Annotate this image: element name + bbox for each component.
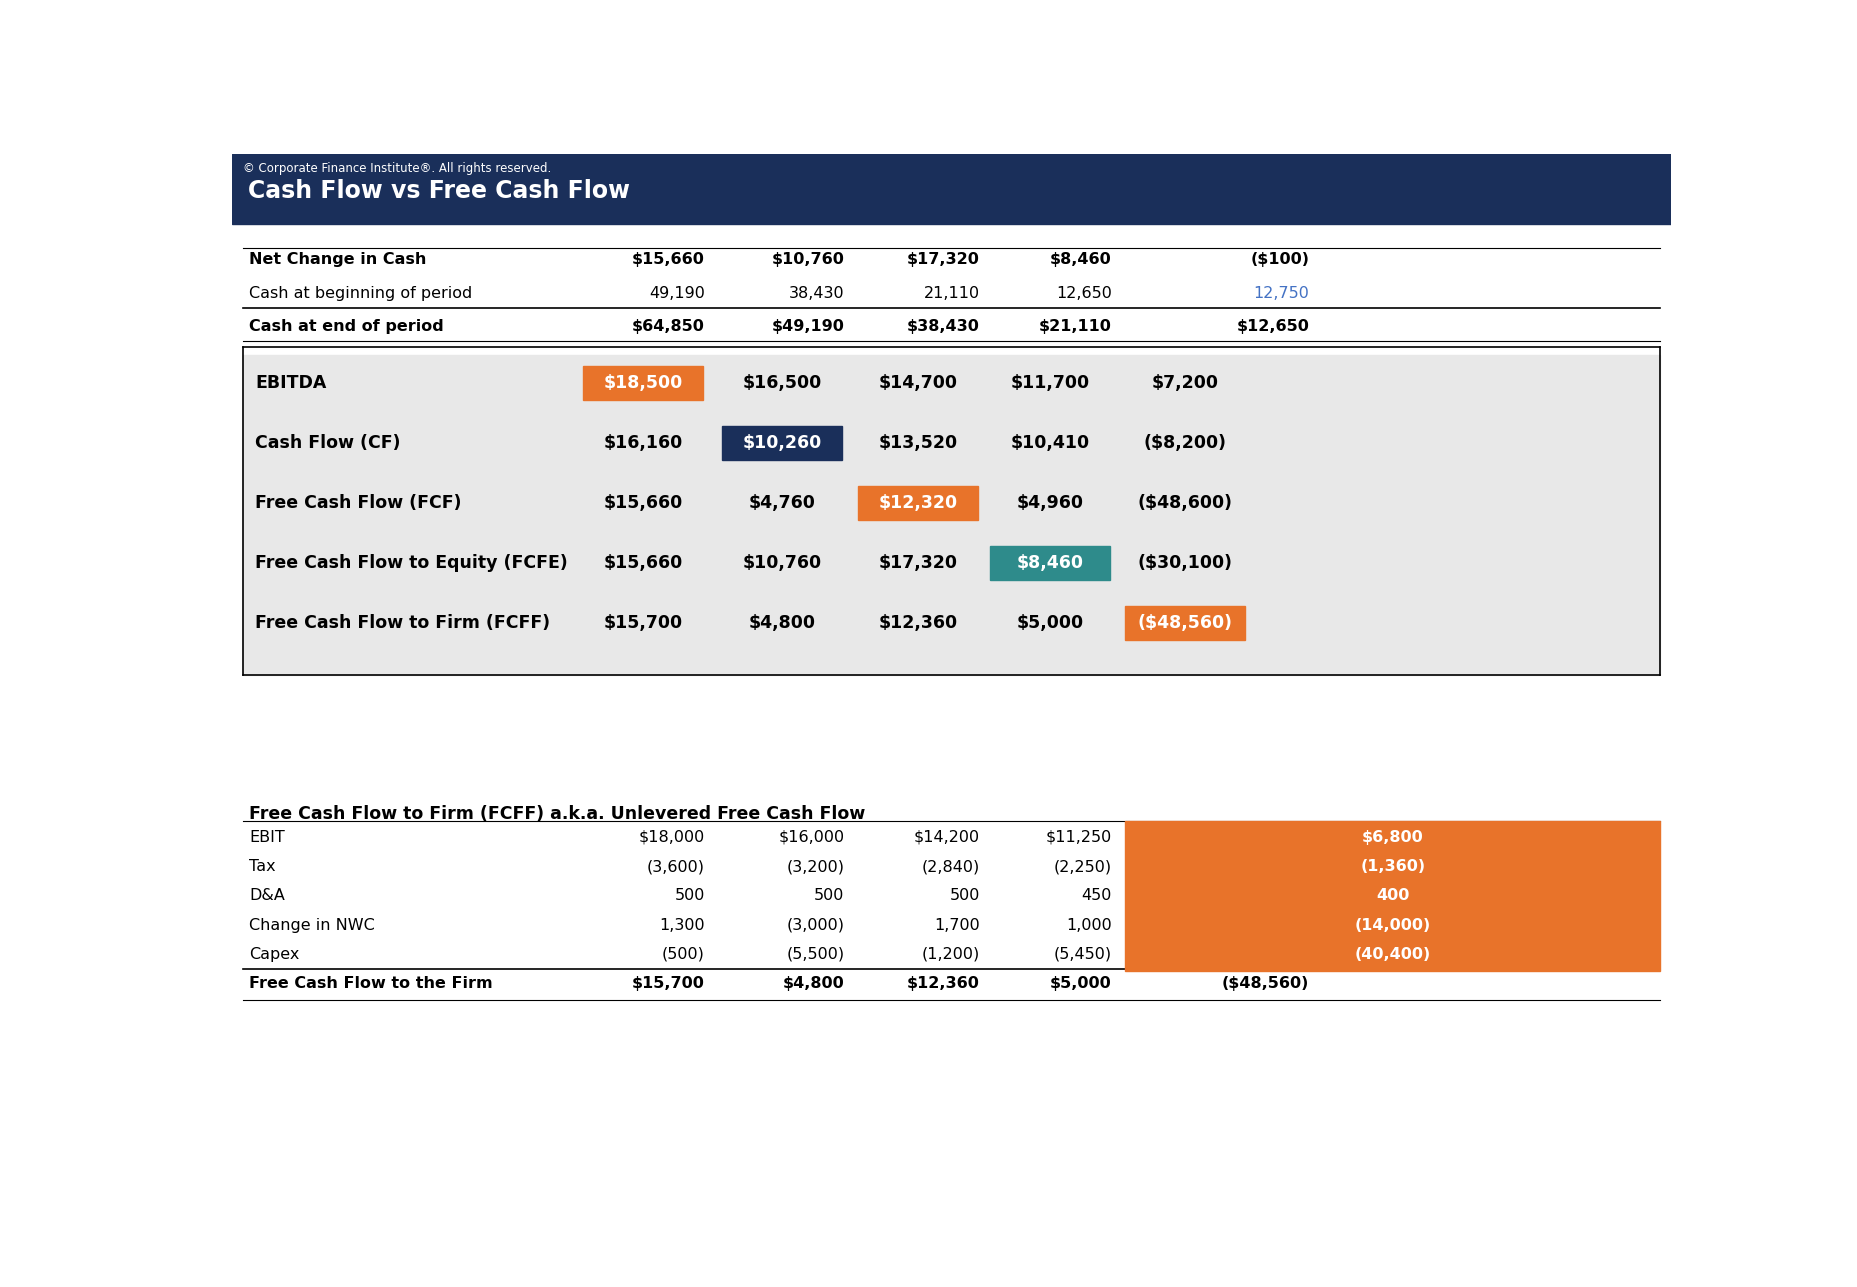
Text: $4,800: $4,800: [782, 977, 845, 991]
Text: ($100): ($100): [1250, 252, 1309, 268]
Text: 12,750: 12,750: [1253, 286, 1309, 301]
Text: 38,430: 38,430: [789, 286, 845, 301]
Text: 500: 500: [674, 888, 706, 903]
Text: Cash at beginning of period: Cash at beginning of period: [249, 286, 472, 301]
Text: Free Cash Flow to the Firm: Free Cash Flow to the Firm: [249, 977, 492, 991]
Text: $8,460: $8,460: [1049, 252, 1112, 268]
Text: © Corporate Finance Institute®. All rights reserved.: © Corporate Finance Institute®. All righ…: [243, 162, 552, 175]
Text: $15,660: $15,660: [631, 252, 706, 268]
Text: $4,800: $4,800: [748, 614, 815, 632]
Text: $18,500: $18,500: [604, 375, 683, 393]
Text: ($48,600): ($48,600): [1138, 494, 1233, 512]
Text: (5,500): (5,500): [786, 947, 845, 961]
Text: $16,000: $16,000: [778, 830, 845, 846]
Text: $4,760: $4,760: [748, 494, 815, 512]
Text: $13,520: $13,520: [878, 434, 958, 452]
Text: $14,200: $14,200: [914, 830, 980, 846]
Text: 400: 400: [1376, 888, 1409, 903]
Text: $4,960: $4,960: [1016, 494, 1083, 512]
Bar: [990, 547, 1110, 580]
Text: $16,160: $16,160: [604, 434, 683, 452]
Text: (2,250): (2,250): [1053, 860, 1112, 874]
Text: $15,660: $15,660: [604, 555, 683, 573]
Text: Cash Flow vs Free Cash Flow: Cash Flow vs Free Cash Flow: [247, 179, 630, 203]
Text: $17,320: $17,320: [906, 252, 980, 268]
Text: (3,000): (3,000): [786, 918, 845, 933]
Text: (40,400): (40,400): [1356, 947, 1432, 961]
Text: $12,360: $12,360: [878, 614, 958, 632]
Text: $15,700: $15,700: [604, 614, 682, 632]
Text: Cash at end of period: Cash at end of period: [249, 319, 444, 333]
Bar: [722, 426, 843, 461]
Text: $12,360: $12,360: [906, 977, 980, 991]
Text: $6,800: $6,800: [1361, 830, 1424, 846]
Text: $18,000: $18,000: [639, 830, 706, 846]
Bar: [583, 367, 704, 400]
Text: EBIT: EBIT: [249, 830, 284, 846]
Bar: [232, 154, 1671, 224]
Text: $10,260: $10,260: [743, 434, 823, 452]
Text: 49,190: 49,190: [648, 286, 706, 301]
Text: (1,360): (1,360): [1361, 860, 1426, 874]
Text: $49,190: $49,190: [771, 319, 845, 333]
Text: 1,300: 1,300: [659, 918, 706, 933]
Text: ($8,200): ($8,200): [1144, 434, 1227, 452]
Text: D&A: D&A: [249, 888, 286, 903]
Text: $7,200: $7,200: [1151, 375, 1218, 393]
Text: 500: 500: [813, 888, 845, 903]
Text: $5,000: $5,000: [1049, 977, 1112, 991]
Text: (5,450): (5,450): [1053, 947, 1112, 961]
Text: EBITDA: EBITDA: [256, 375, 327, 393]
Text: $16,500: $16,500: [743, 375, 823, 393]
Text: $11,250: $11,250: [1045, 830, 1112, 846]
Text: $15,660: $15,660: [604, 494, 683, 512]
Text: $10,410: $10,410: [1010, 434, 1090, 452]
Text: 21,110: 21,110: [925, 286, 980, 301]
Bar: [1125, 821, 1660, 970]
Text: Cash Flow (CF): Cash Flow (CF): [256, 434, 401, 452]
Text: Capex: Capex: [249, 947, 299, 961]
Text: (2,840): (2,840): [921, 860, 980, 874]
Text: Change in NWC: Change in NWC: [249, 918, 375, 933]
Text: Tax: Tax: [249, 860, 277, 874]
Text: $17,320: $17,320: [878, 555, 958, 573]
Text: (14,000): (14,000): [1356, 918, 1432, 933]
Bar: [1125, 606, 1246, 641]
Text: Net Change in Cash: Net Change in Cash: [249, 252, 427, 268]
Text: 1,000: 1,000: [1066, 918, 1112, 933]
Text: (3,600): (3,600): [646, 860, 706, 874]
Text: $12,650: $12,650: [1237, 319, 1309, 333]
Text: $38,430: $38,430: [906, 319, 980, 333]
Text: ($48,560): ($48,560): [1222, 977, 1309, 991]
Text: $10,760: $10,760: [771, 252, 845, 268]
Text: 500: 500: [949, 888, 980, 903]
Text: Free Cash Flow (FCF): Free Cash Flow (FCF): [256, 494, 462, 512]
Text: (1,200): (1,200): [921, 947, 980, 961]
Text: $21,110: $21,110: [1038, 319, 1112, 333]
Text: Free Cash Flow to Equity (FCFE): Free Cash Flow to Equity (FCFE): [256, 555, 568, 573]
Text: $10,760: $10,760: [743, 555, 823, 573]
Text: 450: 450: [1081, 888, 1112, 903]
Text: 12,650: 12,650: [1057, 286, 1112, 301]
Text: $5,000: $5,000: [1016, 614, 1083, 632]
Text: 1,700: 1,700: [934, 918, 980, 933]
Text: $12,320: $12,320: [878, 494, 958, 512]
Bar: [858, 486, 979, 520]
Text: $64,850: $64,850: [631, 319, 706, 333]
Text: $8,460: $8,460: [1016, 555, 1083, 573]
Text: Free Cash Flow to Firm (FCFF) a.k.a. Unlevered Free Cash Flow: Free Cash Flow to Firm (FCFF) a.k.a. Unl…: [249, 806, 865, 824]
Text: $11,700: $11,700: [1010, 375, 1090, 393]
Text: Free Cash Flow to Firm (FCFF): Free Cash Flow to Firm (FCFF): [256, 614, 550, 632]
Text: $14,700: $14,700: [878, 375, 958, 393]
Text: ($30,100): ($30,100): [1138, 555, 1233, 573]
Bar: [243, 355, 1660, 674]
Text: $15,700: $15,700: [631, 977, 706, 991]
Text: (3,200): (3,200): [786, 860, 845, 874]
Text: (500): (500): [661, 947, 706, 961]
Text: ($48,560): ($48,560): [1138, 614, 1233, 632]
